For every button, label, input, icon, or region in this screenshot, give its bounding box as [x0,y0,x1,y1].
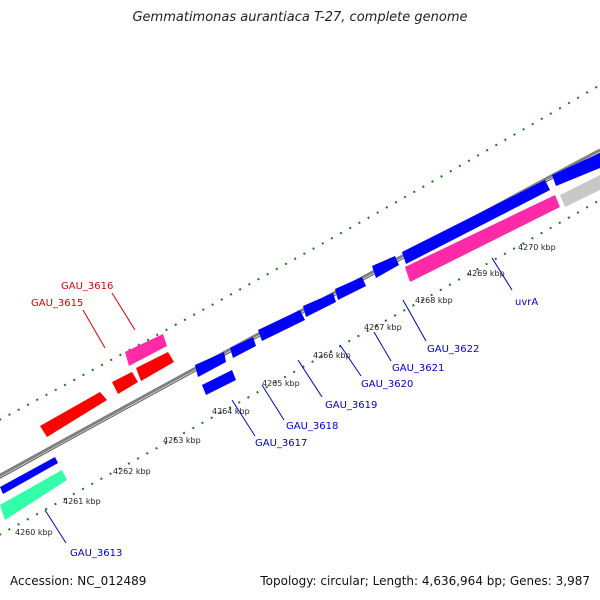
gene-label: GAU_3622 [427,344,479,355]
outer-tick-ring [0,84,600,421]
scale-label: 4264 kbp [212,407,250,416]
gene-arrow [125,334,167,366]
gene-arrow [195,352,226,377]
gene-arrow [560,175,600,207]
gene-label: GAU_3613 [70,548,122,559]
gene-arrow [230,337,256,358]
reverse-strand-genes [40,352,174,437]
forward-strand-genes [0,153,600,494]
gene-arrow [372,256,399,278]
gene-label: uvrA [515,297,538,308]
gene-arrow [202,370,236,395]
gene-arrow [405,195,560,282]
gene-labels: GAU_3613 GAU_3615 GAU_3616 GAU_3617 GAU_… [31,281,538,559]
inner-tick-ring [0,199,600,536]
scale-labels: 4260 kbp 4261 kbp 4262 kbp 4263 kbp 4264… [15,243,556,537]
gene-arrow [402,180,550,264]
gene-arrow [112,372,138,394]
scale-label: 4267 kbp [364,323,402,332]
gene-label: GAU_3621 [392,363,444,374]
rna-genes [0,175,600,520]
gene-arrow [552,153,600,186]
gene-label: GAU_3618 [286,421,338,432]
scale-label: 4260 kbp [15,528,53,537]
accession-text: Accession: NC_012489 [10,574,147,588]
genome-summary-text: Topology: circular; Length: 4,636,964 bp… [260,574,590,588]
gene-arrow [0,457,58,494]
gene-label: GAU_3615 [31,298,83,309]
gene-label: GAU_3620 [361,379,413,390]
gene-arrow [303,293,336,317]
gene-label: GAU_3619 [325,400,377,411]
scale-label: 4270 kbp [518,243,556,252]
scale-label: 4261 kbp [63,497,101,506]
label-leaders-red [82,292,136,349]
scale-label: 4266 kbp [313,351,351,360]
gene-arrow [40,392,107,437]
gene-arrow [0,470,67,520]
map-title: Gemmatimonas aurantiaca T-27, complete g… [132,10,468,25]
gene-arrow [136,352,174,381]
scale-label: 4263 kbp [163,436,201,445]
gene-arrow [258,310,305,341]
scale-label: 4265 kbp [262,379,300,388]
scale-label: 4268 kbp [415,296,453,305]
scale-label: 4269 kbp [467,269,505,278]
label-leaders [44,257,513,544]
gene-arrow [335,277,366,300]
gene-label: GAU_3616 [61,281,113,292]
scale-label: 4262 kbp [113,467,151,476]
gene-label: GAU_3617 [255,438,307,449]
